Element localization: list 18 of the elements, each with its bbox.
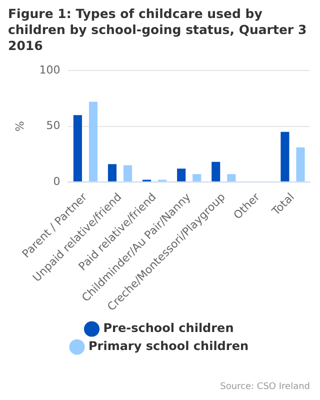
legend-label: Pre-school children	[103, 321, 234, 336]
chart-title: Figure 1: Types of childcare used by children by school-going status, Quarter 3 2016	[8, 6, 308, 54]
y-axis-title: %	[13, 121, 26, 132]
bar	[177, 168, 186, 182]
y-tick-label: 50	[46, 119, 60, 132]
y-tick-label: 100	[39, 63, 60, 76]
bar	[192, 174, 202, 182]
bar	[296, 147, 305, 182]
y-tick-label: 0	[53, 174, 60, 188]
bar	[108, 164, 117, 182]
bar	[73, 115, 82, 182]
bar	[280, 132, 290, 182]
legend-label: Primary school children	[88, 339, 248, 354]
source-note: Source: CSO Ireland	[220, 382, 310, 392]
bar	[227, 174, 236, 182]
bar	[88, 102, 98, 182]
bar	[212, 162, 220, 182]
bar	[124, 165, 132, 182]
